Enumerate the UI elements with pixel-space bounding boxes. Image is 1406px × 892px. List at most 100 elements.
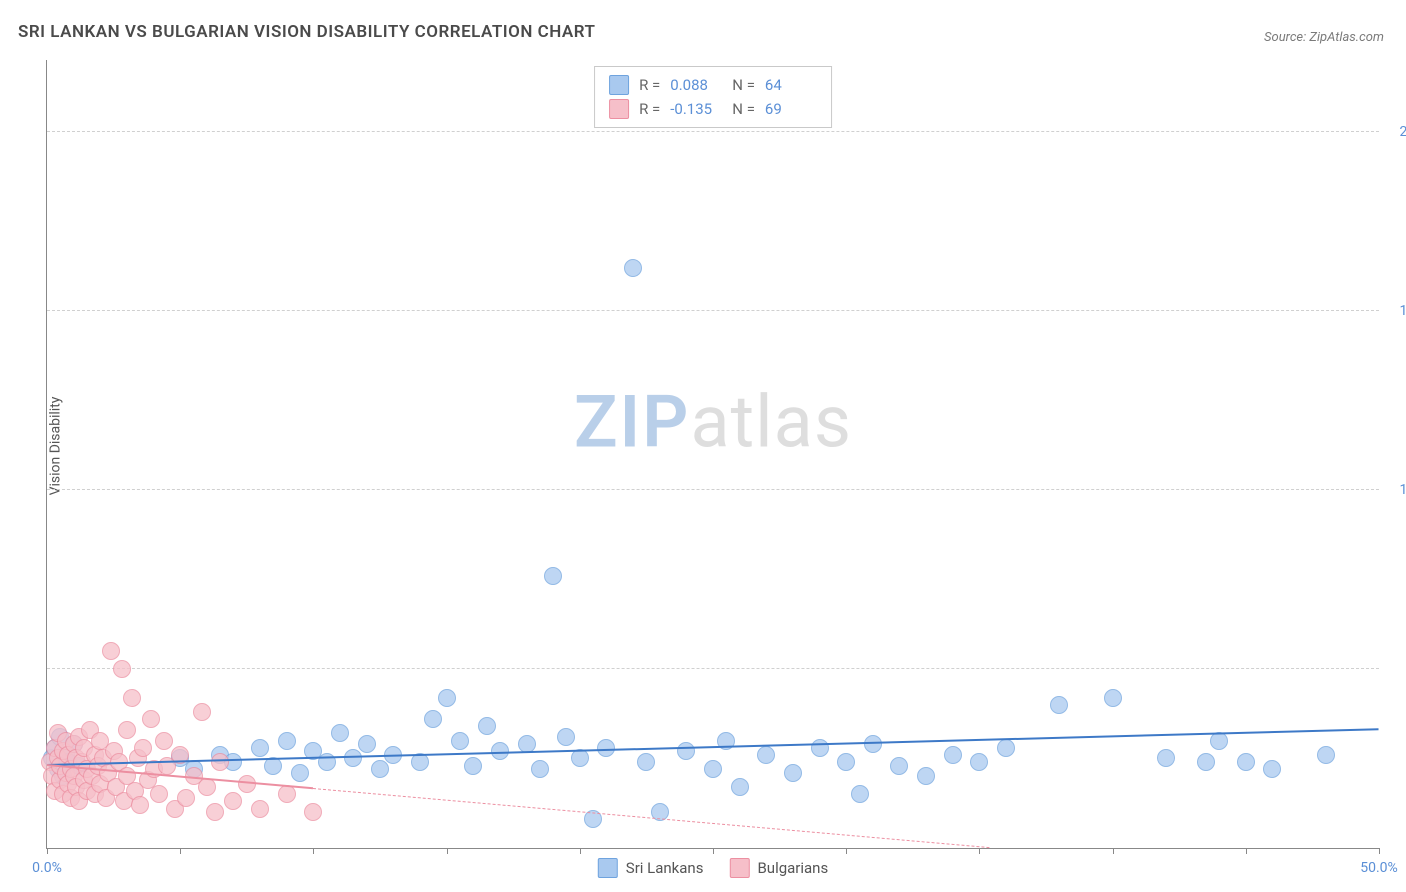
x-tick-label: 0.0% [32,860,62,876]
data-point [997,739,1015,757]
data-point [206,803,224,821]
data-point [704,760,722,778]
data-point [291,764,309,782]
x-tick [713,848,714,854]
data-point [193,703,211,721]
x-tick [447,848,448,854]
legend-label: Sri Lankans [626,859,704,877]
data-point [331,724,349,742]
data-point [278,785,296,803]
data-point [344,749,362,767]
data-point [278,732,296,750]
data-point [784,764,802,782]
data-point [198,778,216,796]
data-point [1263,760,1281,778]
source-attribution: Source: ZipAtlas.com [1264,30,1384,45]
data-point [358,735,376,753]
y-tick-label: 20.0% [1399,124,1406,140]
x-tick [313,848,314,854]
chart-title: SRI LANKAN VS BULGARIAN VISION DISABILIT… [18,22,596,42]
r-value: -0.135 [670,100,722,118]
data-point [113,660,131,678]
data-point [851,785,869,803]
legend-swatch-blue [598,858,618,878]
x-tick [1379,848,1380,854]
legend-item: Sri Lankans [598,858,704,878]
data-point [557,728,575,746]
gridline [47,489,1379,490]
data-point [251,739,269,757]
data-point [970,753,988,771]
legend-label: Bulgarians [757,859,828,877]
data-point [123,689,141,707]
r-label: R = [639,100,660,118]
data-point [890,757,908,775]
data-point [451,732,469,750]
data-point [837,753,855,771]
data-point [1157,749,1175,767]
gridline [47,131,1379,132]
x-tick [47,848,48,854]
watermark: ZIPatlas [574,380,852,465]
legend-swatch-pink [729,858,749,878]
data-point [438,689,456,707]
chart-container: SRI LANKAN VS BULGARIAN VISION DISABILIT… [0,0,1406,892]
data-point [150,785,168,803]
data-point [544,567,562,585]
data-point [251,800,269,818]
legend-swatch-pink [609,99,629,119]
x-tick [979,848,980,854]
x-tick [846,848,847,854]
data-point [1197,753,1215,771]
x-tick [1246,848,1247,854]
data-point [917,767,935,785]
data-point [224,792,242,810]
data-point [1104,689,1122,707]
legend-row: R = -0.135 N = 69 [609,97,817,121]
legend-row: R = 0.088 N = 64 [609,73,817,97]
data-point [102,642,120,660]
gridline [47,310,1379,311]
correlation-legend: R = 0.088 N = 64 R = -0.135 N = 69 [594,66,832,128]
r-label: R = [639,76,660,94]
x-tick [1113,848,1114,854]
data-point [155,732,173,750]
data-point [118,721,136,739]
x-tick-label: 50.0% [1360,860,1398,876]
gridline [47,668,1379,669]
legend-item: Bulgarians [729,858,828,878]
n-value: 64 [765,76,817,94]
n-label: N = [732,76,755,94]
data-point [624,259,642,277]
data-point [677,742,695,760]
y-tick-label: 10.0% [1399,482,1406,498]
data-point [811,739,829,757]
r-value: 0.088 [670,76,722,94]
data-point [142,710,160,728]
data-point [478,717,496,735]
data-point [1050,696,1068,714]
data-point [637,753,655,771]
data-point [177,789,195,807]
data-point [597,739,615,757]
data-point [731,778,749,796]
x-tick [580,848,581,854]
data-point [464,757,482,775]
n-label: N = [732,100,755,118]
data-point [1317,746,1335,764]
data-point [424,710,442,728]
legend-swatch-blue [609,75,629,95]
series-legend: Sri Lankans Bulgarians [598,858,828,878]
n-value: 69 [765,100,817,118]
data-point [371,760,389,778]
trend-line [313,788,989,848]
data-point [944,746,962,764]
data-point [571,749,589,767]
data-point [304,803,322,821]
data-point [757,746,775,764]
data-point [1237,753,1255,771]
watermark-zip: ZIP [574,380,690,465]
data-point [864,735,882,753]
y-tick-label: 15.0% [1399,303,1406,319]
data-point [531,760,549,778]
